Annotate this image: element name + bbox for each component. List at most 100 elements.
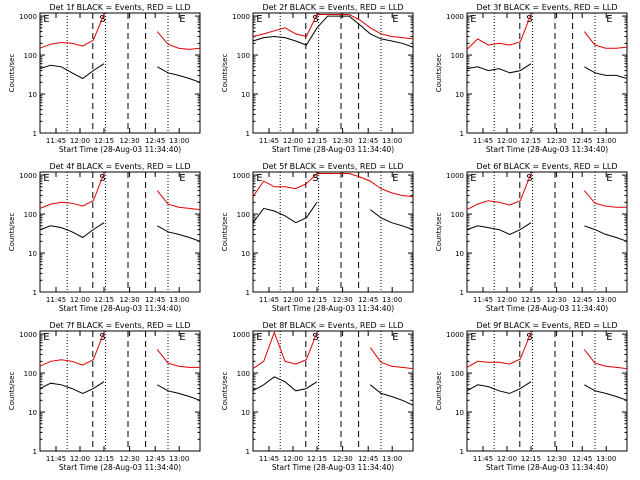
y-tick-label: 1000 [19, 13, 37, 21]
x-tick-label: 13:00 [382, 137, 402, 145]
x-axis-label: Start Time (28-Aug-03 11:34:40) [272, 145, 394, 154]
y-tick-label: 100 [451, 211, 464, 219]
detector-panel-6: Det 6f BLACK = Events, RED = LLD 1 10 100 10… [435, 162, 628, 313]
y-tick-label: 10 [241, 250, 250, 258]
series-line-events [252, 376, 414, 406]
detector-panel-9: Det 9f BLACK = Events, RED = LLD 1 10 100 10… [435, 321, 628, 472]
y-axis-label: Counts/sec [8, 213, 16, 252]
x-tick-label: 12:45 [145, 137, 165, 145]
x-tick-label: 12:30 [333, 137, 353, 145]
x-tick-label: 12:00 [283, 296, 303, 304]
y-tick-label: 1 [33, 448, 37, 456]
y-tick-label: 1 [246, 130, 250, 138]
marker-label-E: E [43, 14, 49, 25]
x-tick-label: 11:45 [46, 296, 66, 304]
y-tick-label: 1 [460, 448, 464, 456]
x-tick-label: 12:45 [572, 455, 592, 463]
plot-frame [252, 12, 414, 134]
series-line-events [39, 63, 201, 83]
x-tick-label: 12:45 [358, 137, 378, 145]
series-line-events [39, 381, 201, 401]
x-tick-label: 12:30 [120, 296, 140, 304]
panel-title: Det 8f BLACK = Events, RED = LLD [262, 321, 403, 330]
y-tick-label: 10 [241, 409, 250, 417]
series-line-lld [39, 173, 201, 211]
x-axis-label: Start Time (28-Aug-03 11:34:40) [486, 145, 608, 154]
marker-label-E: E [606, 173, 612, 184]
y-tick-label: 10 [455, 91, 464, 99]
series-line-lld [39, 332, 200, 368]
x-axis-label: Start Time (28-Aug-03 11:34:40) [59, 463, 181, 472]
x-axis-label: Start Time (28-Aug-03 11:34:40) [59, 145, 181, 154]
series-line-lld [252, 14, 414, 40]
detector-panel-4: Det 4f BLACK = Events, RED = LLD 1 10 100 10… [8, 162, 201, 313]
x-tick-label: 12:15 [94, 137, 114, 145]
plot-frame [39, 12, 201, 134]
marker-label-E: E [256, 14, 262, 25]
y-tick-label: 100 [237, 370, 250, 378]
plot-frame [39, 330, 201, 452]
y-tick-label: 1000 [19, 172, 37, 180]
x-tick-label: 12:00 [497, 296, 517, 304]
y-tick-label: 10 [28, 409, 37, 417]
x-tick-label: 11:45 [259, 137, 279, 145]
x-tick-label: 12:00 [497, 137, 517, 145]
y-tick-label: 1000 [232, 172, 250, 180]
y-tick-label: 1000 [446, 331, 464, 339]
y-tick-label: 1 [246, 289, 250, 297]
series-line-lld [39, 14, 201, 50]
x-axis-label: Start Time (28-Aug-03 11:34:40) [59, 304, 181, 313]
x-axis-label: Start Time (28-Aug-03 11:34:40) [272, 463, 394, 472]
y-tick-label: 1000 [232, 331, 250, 339]
y-tick-label: 1 [246, 448, 250, 456]
x-tick-label: 12:30 [547, 296, 567, 304]
y-tick-label: 1000 [446, 172, 464, 180]
marker-label-E: E [392, 14, 398, 25]
y-axis-label: Counts/sec [221, 54, 229, 93]
marker-label-E: E [392, 332, 398, 343]
x-tick-label: 12:30 [333, 455, 353, 463]
x-tick-label: 12:00 [70, 296, 90, 304]
x-tick-label: 11:45 [259, 296, 279, 304]
x-tick-label: 11:45 [259, 455, 279, 463]
x-tick-label: 11:45 [46, 137, 66, 145]
series-line-lld [252, 331, 414, 370]
x-tick-label: 12:00 [283, 455, 303, 463]
y-axis-label: Counts/sec [435, 372, 443, 411]
panel-title: Det 1f BLACK = Events, RED = LLD [49, 3, 190, 12]
panel-title: Det 5f BLACK = Events, RED = LLD [262, 162, 403, 171]
detector-panel-3: Det 3f BLACK = Events, RED = LLD 1 10 100 10… [435, 3, 628, 154]
y-tick-label: 1000 [19, 331, 37, 339]
series-line-lld [252, 173, 414, 198]
marker-label-E: E [179, 173, 185, 184]
plot-frame [466, 12, 628, 134]
panel-title: Det 2f BLACK = Events, RED = LLD [262, 3, 403, 12]
x-tick-label: 12:15 [521, 296, 541, 304]
marker-label-E: E [392, 173, 398, 184]
y-tick-label: 10 [28, 91, 37, 99]
panel-title: Det 9f BLACK = Events, RED = LLD [476, 321, 617, 330]
x-tick-label: 11:45 [473, 455, 493, 463]
y-axis-label: Counts/sec [8, 54, 16, 93]
detector-panel-7: Det 7f BLACK = Events, RED = LLD 1 10 100 10… [8, 321, 201, 472]
x-tick-label: 12:45 [572, 137, 592, 145]
x-tick-label: 13:00 [169, 137, 189, 145]
x-tick-label: 13:00 [596, 137, 616, 145]
x-tick-label: 13:00 [169, 296, 189, 304]
y-tick-label: 100 [451, 370, 464, 378]
marker-label-S: S [312, 173, 318, 184]
detector-panel-2: Det 2f BLACK = Events, RED = LLD 1 10 100 10… [221, 3, 414, 154]
y-tick-label: 100 [24, 52, 37, 60]
detector-panel-5: Det 5f BLACK = Events, RED = LLD 1 10 100 10… [221, 162, 414, 313]
y-tick-label: 100 [237, 211, 250, 219]
x-tick-label: 12:15 [521, 455, 541, 463]
panel-title: Det 6f BLACK = Events, RED = LLD [476, 162, 617, 171]
x-tick-label: 13:00 [382, 455, 402, 463]
x-tick-label: 13:00 [169, 455, 189, 463]
marker-label-E: E [606, 332, 612, 343]
marker-label-E: E [470, 332, 476, 343]
y-tick-label: 1 [33, 289, 37, 297]
x-tick-label: 12:30 [120, 455, 140, 463]
y-tick-label: 1000 [446, 13, 464, 21]
x-tick-label: 12:30 [547, 455, 567, 463]
